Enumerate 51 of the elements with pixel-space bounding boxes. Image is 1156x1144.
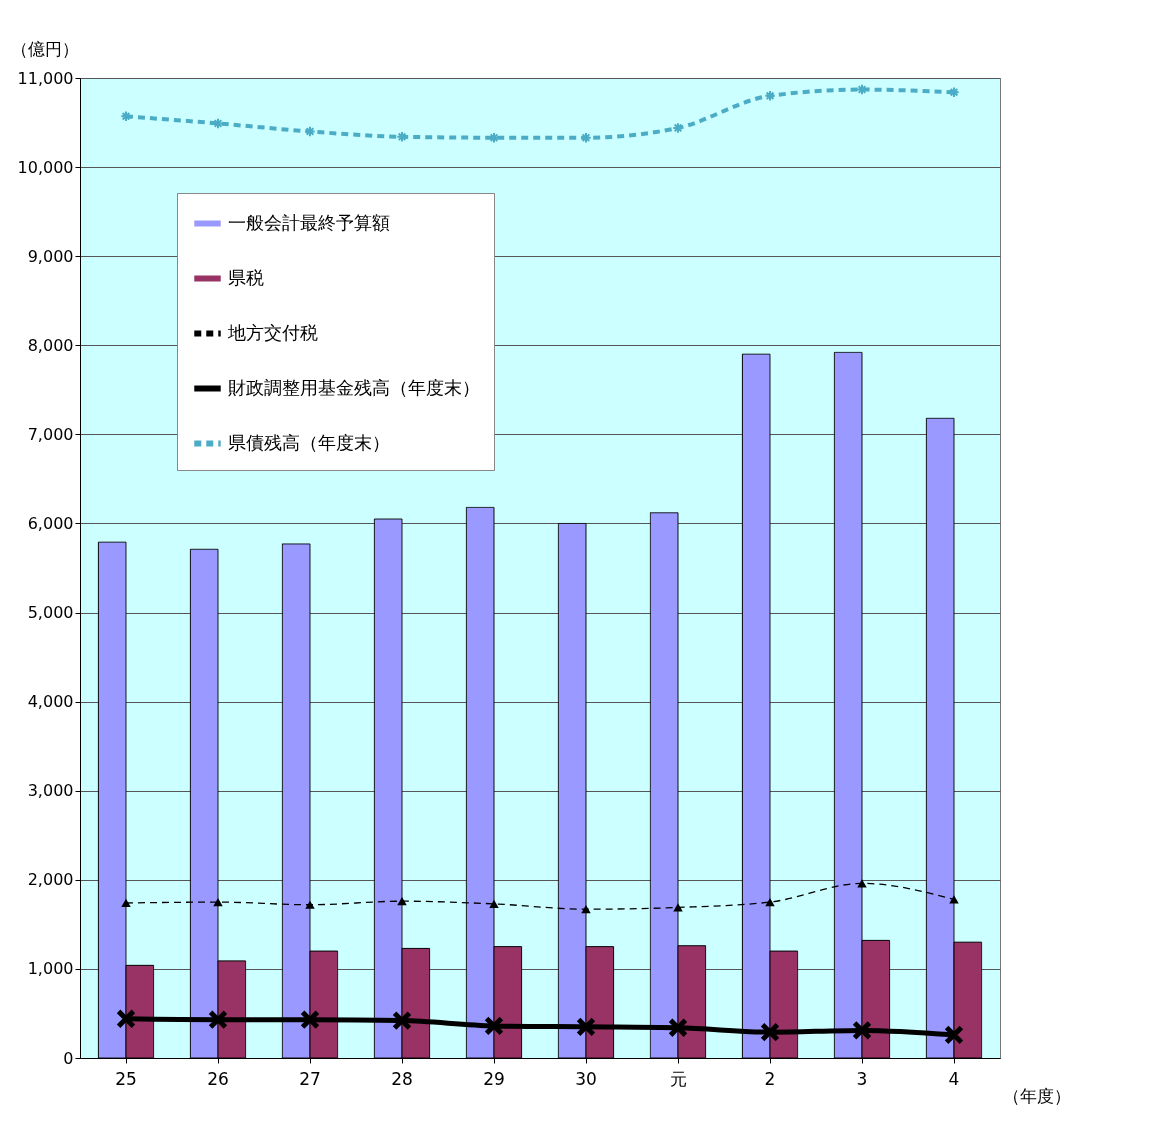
x-tick-label: 29	[483, 1068, 505, 1089]
y-tick-label: 2,000	[27, 870, 74, 890]
y-tick-label: 3,000	[27, 781, 74, 801]
legend-label: 財政調整用基金残高（年度末）	[228, 376, 480, 398]
point	[760, 1022, 780, 1043]
x-tick-label: 3	[856, 1068, 868, 1089]
point	[765, 897, 775, 907]
x-tick-label: 28	[391, 1068, 413, 1089]
point	[116, 1008, 136, 1029]
point	[300, 1009, 320, 1030]
point	[949, 895, 959, 904]
y-tick-label: 7,000	[27, 424, 74, 444]
point	[397, 897, 407, 906]
x-tick-label: 2	[764, 1068, 776, 1089]
point	[484, 1016, 504, 1036]
x-tick-label: 30	[575, 1068, 597, 1089]
x-tick-label: 4	[948, 1068, 960, 1089]
y-tick-label: 1,000	[27, 959, 74, 979]
x-axis-title: （年度）	[1002, 1085, 1071, 1106]
x-tick-label: 元	[669, 1068, 687, 1089]
point	[213, 897, 223, 907]
y-tick-label: 0	[63, 1048, 74, 1068]
point	[304, 125, 316, 138]
y-tick-label: 6,000	[27, 513, 74, 533]
point	[208, 1009, 228, 1030]
point	[121, 898, 131, 908]
point	[668, 1017, 688, 1038]
y-tick-label: 10,000	[17, 157, 74, 177]
y-axis-title: （億円）	[10, 38, 79, 59]
legend-label: 県債残高（年度末）	[228, 431, 390, 453]
point	[392, 1010, 412, 1031]
legend-label: 県税	[228, 266, 264, 288]
point	[944, 1024, 964, 1045]
point	[305, 900, 315, 909]
point	[764, 90, 776, 102]
y-tick-label: 4,000	[27, 692, 74, 712]
y-tick-label: 8,000	[27, 335, 74, 355]
legend-label: 地方交付税	[227, 321, 318, 343]
point	[672, 122, 684, 134]
point	[576, 1016, 596, 1037]
x-tick-label: 26	[207, 1068, 229, 1089]
y-tick-label: 11,000	[17, 68, 74, 88]
x-tick-label: 27	[299, 1068, 321, 1089]
x-tick-label: 25	[115, 1068, 137, 1089]
point	[852, 1020, 872, 1041]
y-tick-label: 9,000	[27, 246, 74, 266]
legend-label: 一般会計最終予算額	[228, 211, 390, 233]
y-tick-label: 5,000	[27, 603, 74, 623]
point	[581, 905, 591, 914]
point	[489, 899, 499, 908]
point	[673, 903, 683, 912]
